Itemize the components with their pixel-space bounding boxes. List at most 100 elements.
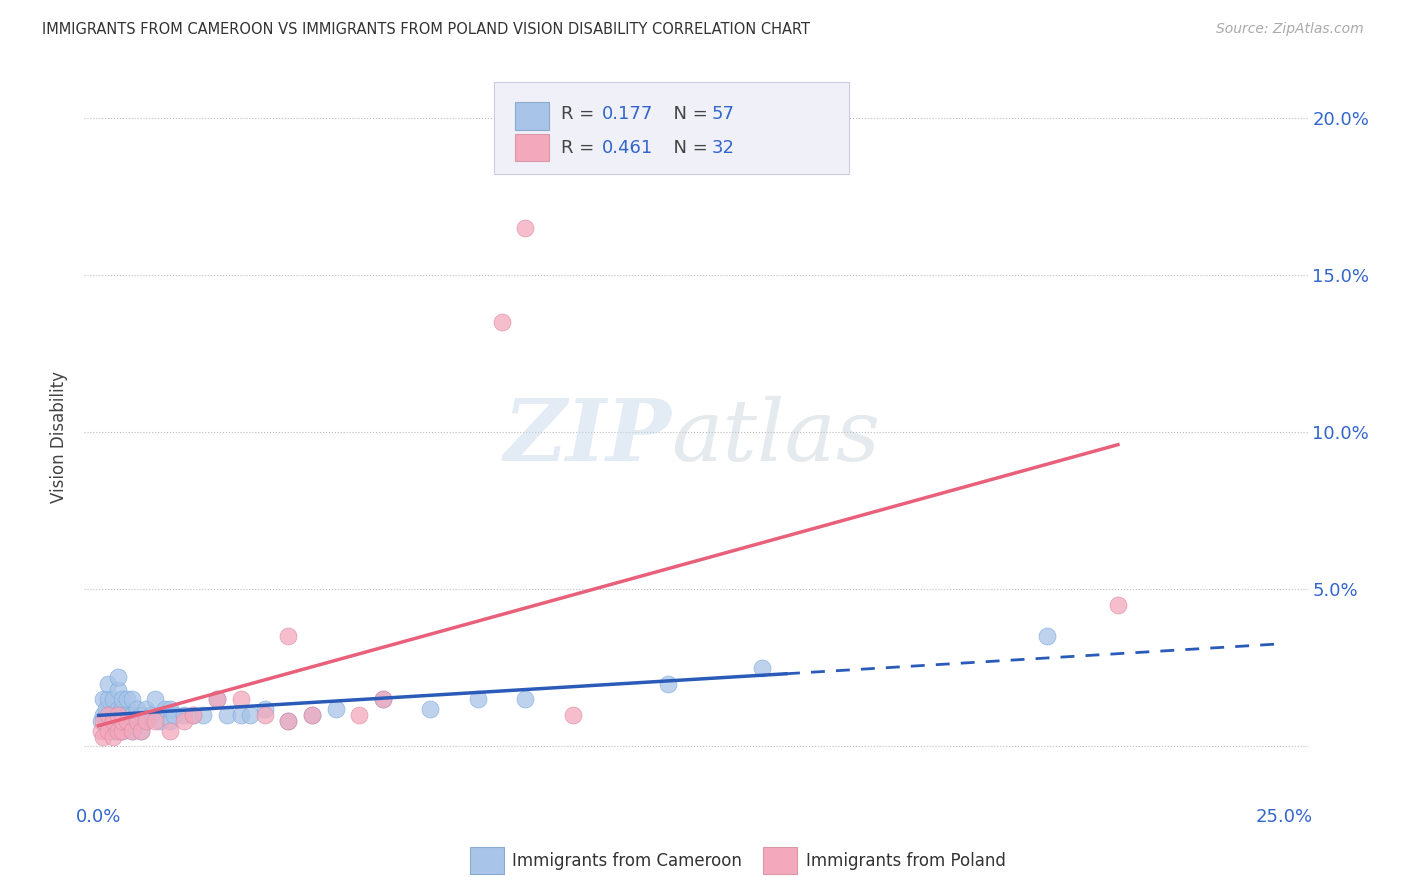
Point (163, 707, 186, 722)
Point (253, 707, 276, 722)
Point (253, 701, 276, 715)
Point (215, 707, 238, 722)
Point (101, 730, 124, 744)
Point (91, 730, 114, 744)
Point (183, 707, 205, 722)
Y-axis label: Vision Disability: Vision Disability (51, 371, 69, 503)
Point (229, 707, 252, 722)
Point (91, 692, 114, 706)
Point (467, 692, 489, 706)
Point (97, 714, 120, 728)
Point (191, 707, 214, 722)
Point (205, 692, 228, 706)
Point (239, 707, 262, 722)
FancyBboxPatch shape (515, 134, 550, 161)
Point (277, 714, 299, 728)
Point (101, 692, 124, 706)
Text: N =: N = (662, 139, 713, 157)
Point (159, 701, 181, 715)
Text: Immigrants from Poland: Immigrants from Poland (806, 852, 1005, 870)
Point (97, 676, 120, 690)
Point (111, 723, 134, 738)
Point (107, 707, 129, 722)
Point (173, 707, 195, 722)
Point (107, 682, 129, 697)
Point (325, 701, 347, 715)
Point (125, 714, 148, 728)
Point (153, 701, 176, 715)
Point (129, 723, 152, 738)
Point (107, 701, 129, 715)
Point (135, 714, 157, 728)
Point (159, 723, 181, 738)
Point (94, 701, 117, 715)
Point (129, 723, 152, 738)
Point (97, 723, 120, 738)
Point (751, 661, 773, 675)
Text: R =: R = (561, 139, 600, 157)
Point (561, 707, 583, 722)
Point (301, 707, 323, 722)
FancyBboxPatch shape (763, 847, 797, 874)
Point (115, 692, 138, 706)
Text: 0.177: 0.177 (602, 104, 654, 123)
Text: Source: ZipAtlas.com: Source: ZipAtlas.com (1216, 22, 1364, 37)
Point (515, 221, 537, 235)
Point (100, 707, 122, 722)
Point (90, 723, 112, 738)
Point (135, 714, 157, 728)
Point (419, 701, 441, 715)
Point (111, 692, 134, 706)
Point (371, 692, 394, 706)
Point (129, 707, 152, 722)
Point (121, 707, 143, 722)
FancyBboxPatch shape (515, 102, 550, 130)
Point (107, 723, 129, 738)
Point (125, 701, 148, 715)
Point (101, 714, 124, 728)
Point (657, 676, 679, 690)
Text: N =: N = (662, 104, 713, 123)
Point (91, 707, 114, 722)
Text: atlas: atlas (672, 396, 880, 478)
Point (1107, 598, 1129, 612)
Point (115, 714, 138, 728)
Point (111, 723, 134, 738)
Point (111, 714, 134, 728)
Point (1036, 629, 1059, 643)
Point (115, 707, 138, 722)
Point (121, 723, 143, 738)
Point (491, 316, 513, 330)
Point (125, 714, 148, 728)
Text: 32: 32 (711, 139, 735, 157)
FancyBboxPatch shape (494, 82, 849, 174)
Point (139, 707, 162, 722)
FancyBboxPatch shape (470, 847, 503, 874)
Point (107, 670, 129, 684)
Point (301, 707, 323, 722)
Point (173, 714, 195, 728)
Point (90, 714, 112, 728)
Text: R =: R = (561, 104, 600, 123)
Point (121, 723, 143, 738)
Point (97, 707, 120, 722)
Text: IMMIGRANTS FROM CAMEROON VS IMMIGRANTS FROM POLAND VISION DISABILITY CORRELATION: IMMIGRANTS FROM CAMEROON VS IMMIGRANTS F… (42, 22, 810, 37)
Point (277, 714, 299, 728)
Point (135, 701, 157, 715)
Point (515, 692, 537, 706)
Point (145, 692, 167, 706)
Point (101, 723, 124, 738)
Point (97, 692, 120, 706)
Point (104, 707, 127, 722)
Point (101, 707, 124, 722)
Point (229, 692, 252, 706)
Point (159, 714, 181, 728)
Text: ZIP: ZIP (503, 395, 672, 479)
Point (111, 714, 134, 728)
Text: 0.461: 0.461 (602, 139, 652, 157)
Point (277, 629, 299, 643)
Text: 57: 57 (711, 104, 735, 123)
Point (371, 692, 394, 706)
Text: Immigrants from Cameroon: Immigrants from Cameroon (513, 852, 742, 870)
Point (149, 714, 172, 728)
